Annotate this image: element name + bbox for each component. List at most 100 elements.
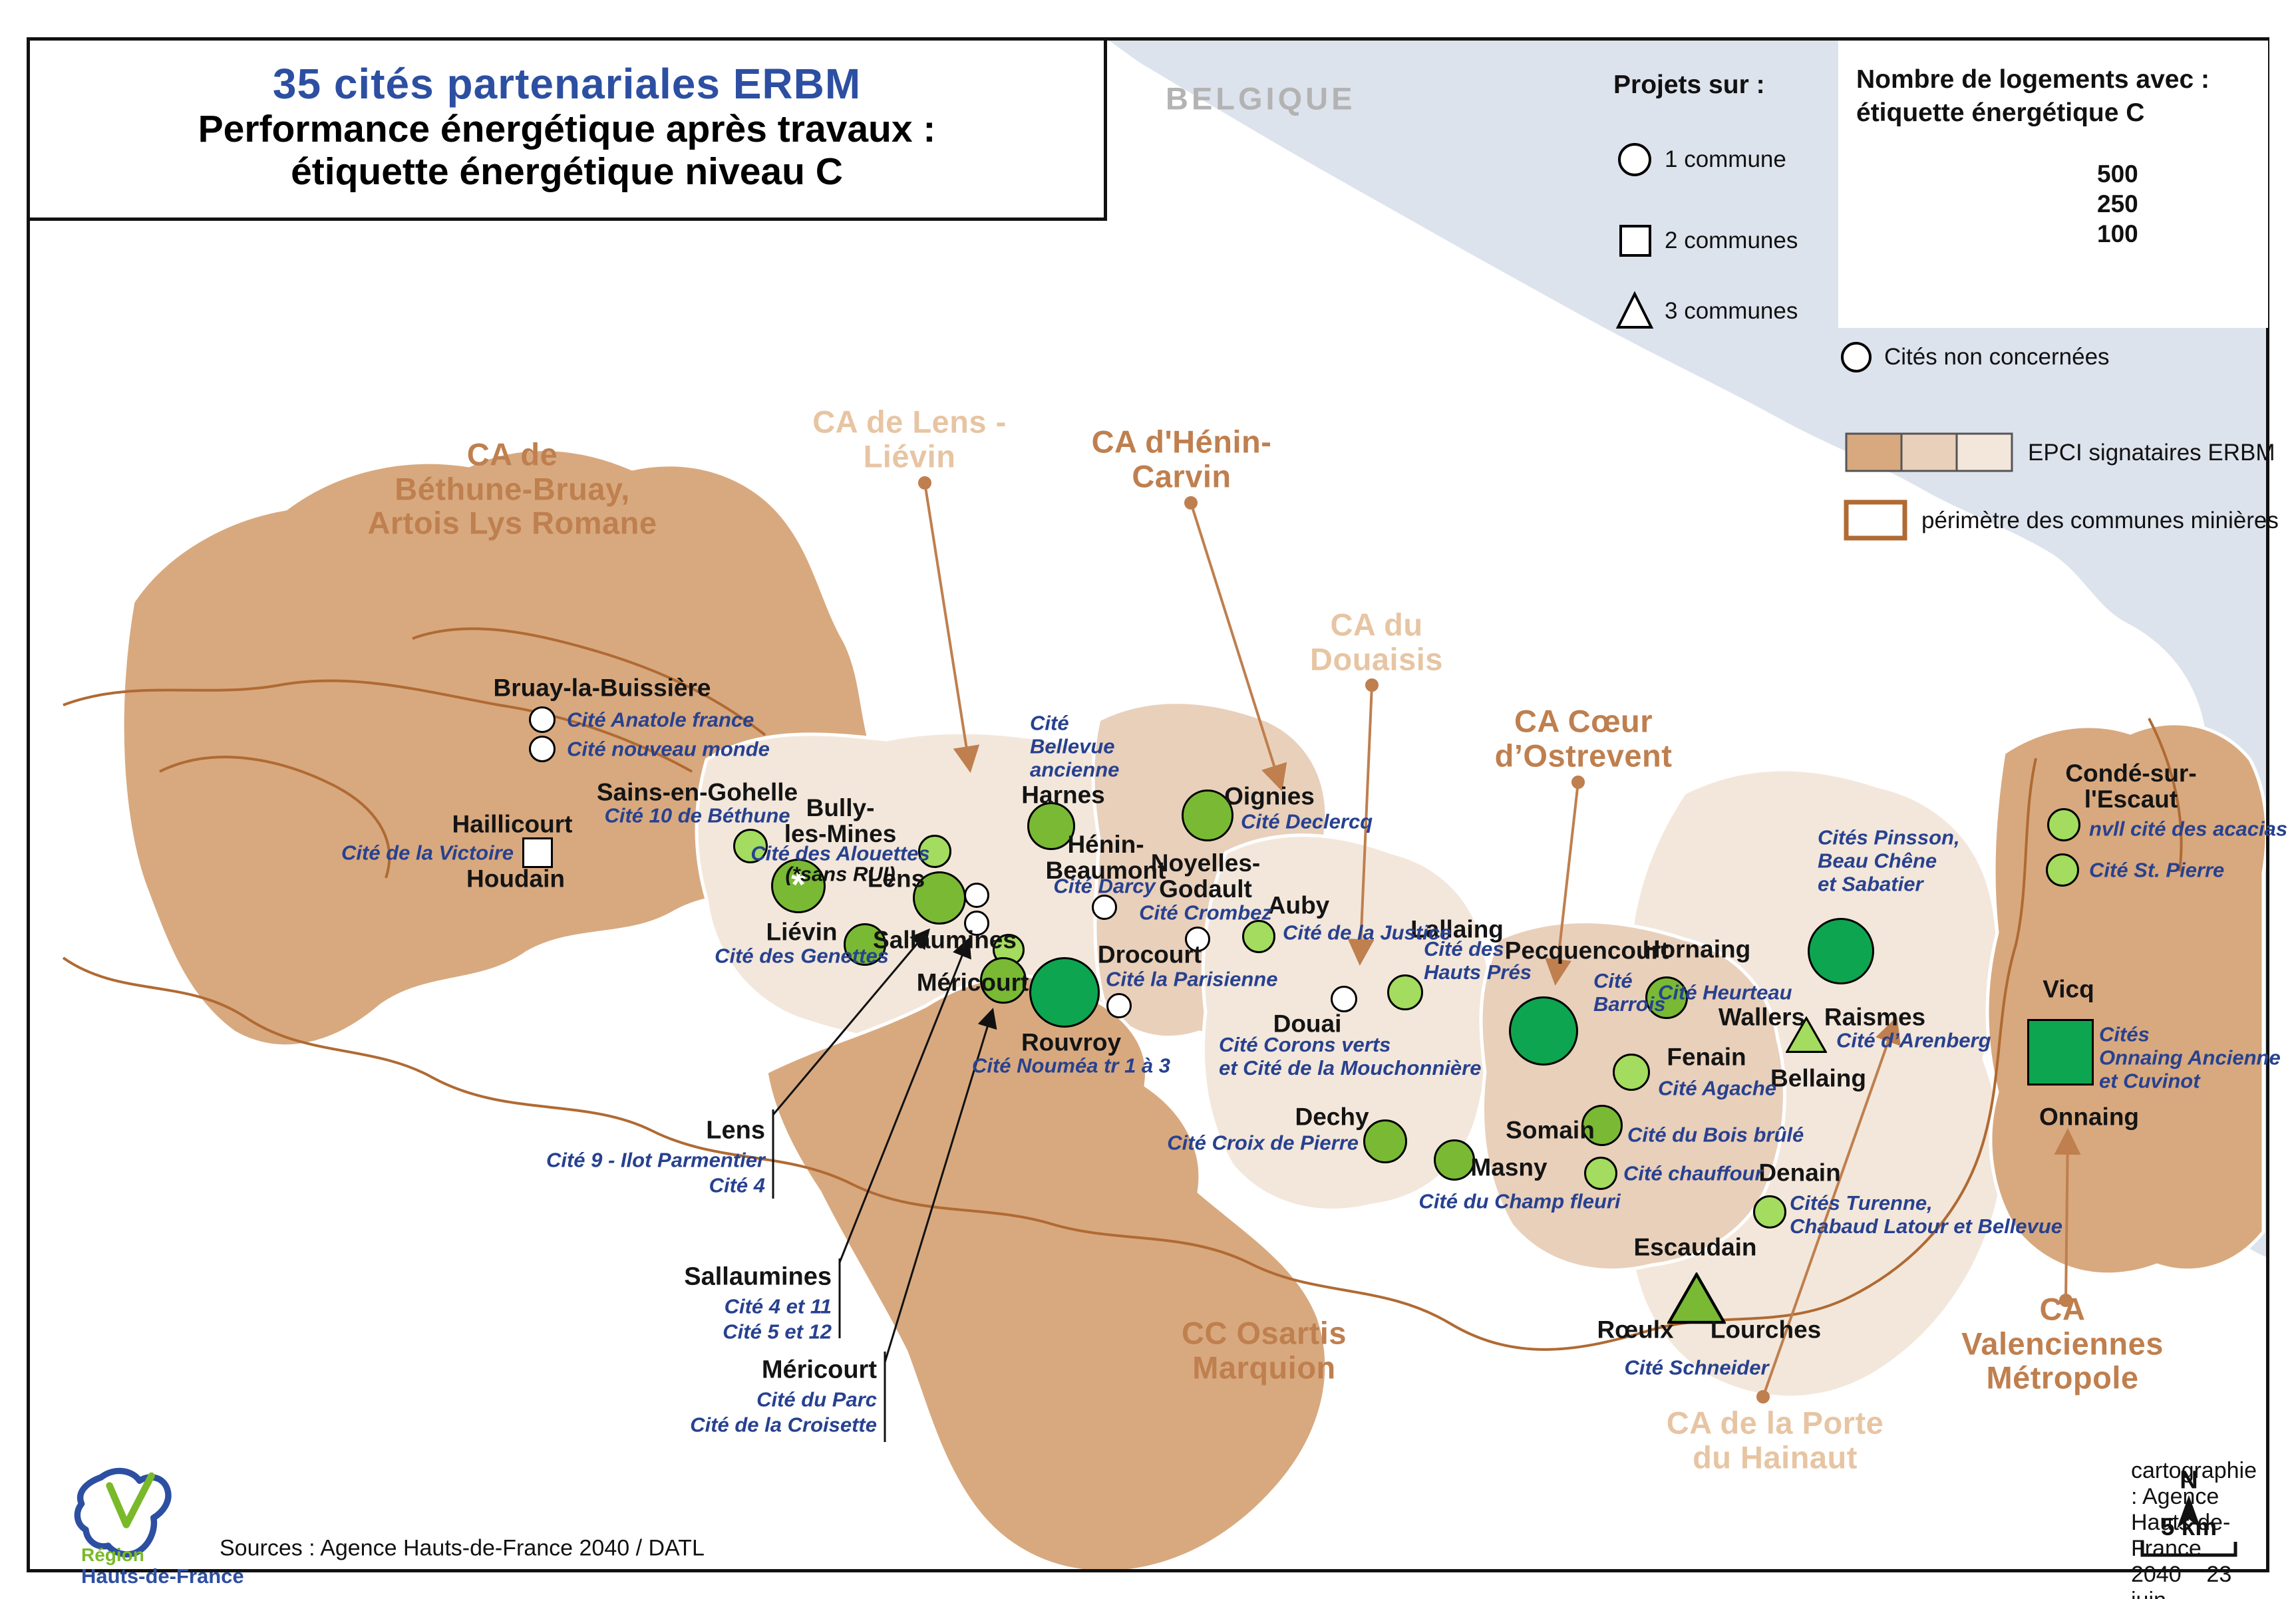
- legend-epci-swatches: [1845, 432, 2013, 472]
- cite-label-cite-d-arenberg: Cité d’Arenberg: [1836, 1028, 1991, 1052]
- region-label-ca-du-douaisis: CA du Douaisis: [1310, 607, 1443, 676]
- cite-label-cite-nouveau-monde: Cité nouveau monde: [567, 737, 770, 761]
- region-hauts-de-france-logo-icon: [74, 1467, 172, 1558]
- cite-label-cite-st-pierre: Cité St. Pierre: [2089, 858, 2225, 882]
- city-label-auby: Auby: [1267, 891, 1330, 919]
- marker-circle-lievin: [844, 923, 886, 966]
- region-label-ca-de-bethune-bruay-artois-lys-romane: CA de Béthune-Bruay, Artois Lys Romane: [367, 436, 657, 541]
- marker-circle-lens-petit: [918, 835, 951, 868]
- marker-circle-sallaumines-2: [964, 911, 989, 936]
- north-label: N: [2180, 1466, 2198, 1495]
- north-arrow-icon: [2177, 1495, 2201, 1528]
- marker-triangle-escaudain-roeulx-lourches: [1666, 1271, 1727, 1324]
- belgium-area: [1107, 39, 2267, 1257]
- city-label-denain: Denain: [1758, 1159, 1841, 1187]
- legend-1-commune-circle-icon: [1618, 143, 1651, 176]
- city-label-onnaing: Onnaing: [2039, 1103, 2140, 1131]
- cite-label-cite-du-bois-brule: Cité du Bois brûlé: [1627, 1123, 1804, 1147]
- cite-label-cite-crombez: Cité Crombez: [1139, 901, 1272, 925]
- city-label-douai: Douai: [1273, 1010, 1342, 1038]
- legend-size-value-100: 100: [2097, 220, 2138, 247]
- city-label-haillicourt: Haillicourt: [452, 810, 573, 838]
- cite-label-cites-turenne-chabaud-latour-et-bellevue: Cités Turenne, Chabaud Latour et Bellevu…: [1790, 1191, 2062, 1238]
- city-label-bellaing: Bellaing: [1770, 1064, 1866, 1092]
- marker-circle-lallaing: [1387, 974, 1423, 1010]
- city-label-bruay-la-buissiere: Bruay-la-Buissière: [493, 674, 711, 702]
- callout-arrows: [772, 928, 997, 1442]
- marker-circle-pecquencourt: [1509, 996, 1578, 1066]
- city-label-wallers: Wallers: [1718, 1003, 1806, 1031]
- cite-label-cite-darcy: Cité Darcy: [1053, 874, 1156, 898]
- callout-cite-cite-du-parc: Cité du Parc: [756, 1387, 877, 1411]
- country-label-belgique: BELGIQUE: [1166, 80, 1356, 116]
- city-label-houdain: Houdain: [466, 865, 565, 893]
- cartography-credit: cartographie : Agence Hauts-de-France 20…: [2130, 1458, 2257, 1599]
- marker-circle-fenain: [1613, 1054, 1650, 1091]
- legend-sizes-title-line1: Nombre de logements avec :: [1856, 65, 2210, 94]
- city-label-sallaumines: Sallaumines: [873, 926, 1017, 954]
- cite-label-cite-des-hauts-pres: Cité des Hauts Prés: [1424, 937, 1532, 984]
- callout-name-lens: Lens: [706, 1116, 765, 1145]
- map-subtitle-line2: étiquette énergétique niveau C: [291, 150, 843, 193]
- marker-circle-oignies: [1182, 790, 1233, 841]
- cite-label-cite-des-genettes: Cité des Genettes: [715, 944, 889, 968]
- legend-project-item-3-communes: 3 communes: [1665, 298, 1798, 324]
- legend-perimetre-label: périmètre des communes minières: [1921, 508, 2279, 533]
- region-label-ca-d-henin-carvin: CA d'Hénin- Carvin: [1091, 424, 1272, 494]
- region-label-ca-de-lens-lievin: CA de Lens - Liévin: [812, 404, 1007, 474]
- cite-label-cite-schneider: Cité Schneider: [1624, 1356, 1769, 1380]
- marker-circle-auby: [1242, 920, 1275, 953]
- marker-circle-sains-en-gohelle: [733, 829, 768, 863]
- cite-label-cite-du-champ-fleuri: Cité du Champ fleuri: [1418, 1189, 1621, 1213]
- cite-label-cite-barrois: Cité Barrois: [1593, 968, 1666, 1016]
- cite-label-cites-pinsson-beau-chene-et-sabatier: Cités Pinsson, Beau Chêne et Sabatier: [1818, 825, 1960, 896]
- city-label-fenain: Fenain: [1667, 1043, 1746, 1071]
- marker-circle-conde-st-pierre: [2046, 853, 2079, 887]
- city-label-raismes: Raismes: [1824, 1003, 1926, 1031]
- city-label-vicq: Vicq: [2043, 975, 2094, 1003]
- cite-label-cite-anatole-france: Cité Anatole france: [567, 708, 754, 732]
- marker-circle-raismes-pinsson: [1808, 918, 1874, 984]
- marker-circle-harnes: [1027, 802, 1075, 850]
- city-label-sains-en-gohelle: Sains-en-Gohelle: [596, 778, 798, 806]
- city-label-oignies: Oignies: [1224, 782, 1315, 810]
- logo-region-text: Région: [81, 1544, 144, 1565]
- marker-circle-dechy: [1363, 1119, 1407, 1163]
- marker-triangle-wallers-raismes-arenberg: [1785, 1016, 1828, 1054]
- city-label-somain: Somain: [1506, 1116, 1595, 1144]
- epci-territories: [120, 448, 2269, 1574]
- legend-non-concernees-label: Cités non concernées: [1884, 344, 2110, 370]
- region-label-ca-c-ur-d-ostrevent: CA Cœur d’Ostrevent: [1494, 703, 1673, 773]
- cite-label-nvll-cite-des-acacias: nvll cité des acacias: [2089, 817, 2288, 841]
- city-label-conde-sur-l-escaut: Condé-sur-l'Escaut: [2065, 760, 2197, 813]
- city-label-drocourt: Drocourt: [1097, 941, 1202, 968]
- logo-name-text: Hauts-de-France: [81, 1564, 244, 1588]
- legend-size-value-250: 250: [2097, 190, 2138, 218]
- legend-2-communes-square-icon: [1619, 225, 1651, 257]
- callout-name-mericourt: Méricourt: [761, 1356, 877, 1384]
- city-label-harnes: Harnes: [1021, 781, 1105, 809]
- legend-non-concernees-circle-icon: [1841, 342, 1872, 372]
- city-label-lens: Lens: [867, 865, 925, 893]
- marker-circle-conde-acacias: [2047, 808, 2080, 841]
- city-label-noyelles-godault: Noyelles- Godault: [1150, 849, 1261, 903]
- map-title: 35 cités partenariales ERBM: [272, 60, 862, 108]
- scale-bar: [2140, 1542, 2237, 1557]
- city-label-dechy: Dechy: [1295, 1103, 1369, 1131]
- marker-circle-rouvroy: [1029, 957, 1100, 1028]
- marker-circle-hornaing: [1645, 976, 1688, 1019]
- legend-projects-title: Projets sur :: [1613, 71, 1765, 99]
- city-label-henin-beaumont: Hénin- Beaumont: [1045, 831, 1166, 884]
- marker-circle-douai: [1331, 986, 1357, 1012]
- city-label-bully-les-mines: Bully- les-Mines: [784, 794, 897, 847]
- marker-circle-masny: [1434, 1139, 1475, 1181]
- callout-cite-cite-9-ilot-parmentier: Cité 9 - Ilot Parmentier: [546, 1148, 765, 1172]
- cite-label-cite-chauffour: Cité chauffour: [1623, 1161, 1763, 1185]
- legend-size-value-500: 500: [2097, 160, 2138, 188]
- city-label-rouvroy: Rouvroy: [1021, 1028, 1122, 1056]
- city-label-hornaing: Hornaing: [1642, 935, 1751, 963]
- legend-project-item-1-commune: 1 commune: [1665, 146, 1786, 172]
- cite-label-cite-de-la-justice: Cité de la Justice: [1283, 921, 1452, 945]
